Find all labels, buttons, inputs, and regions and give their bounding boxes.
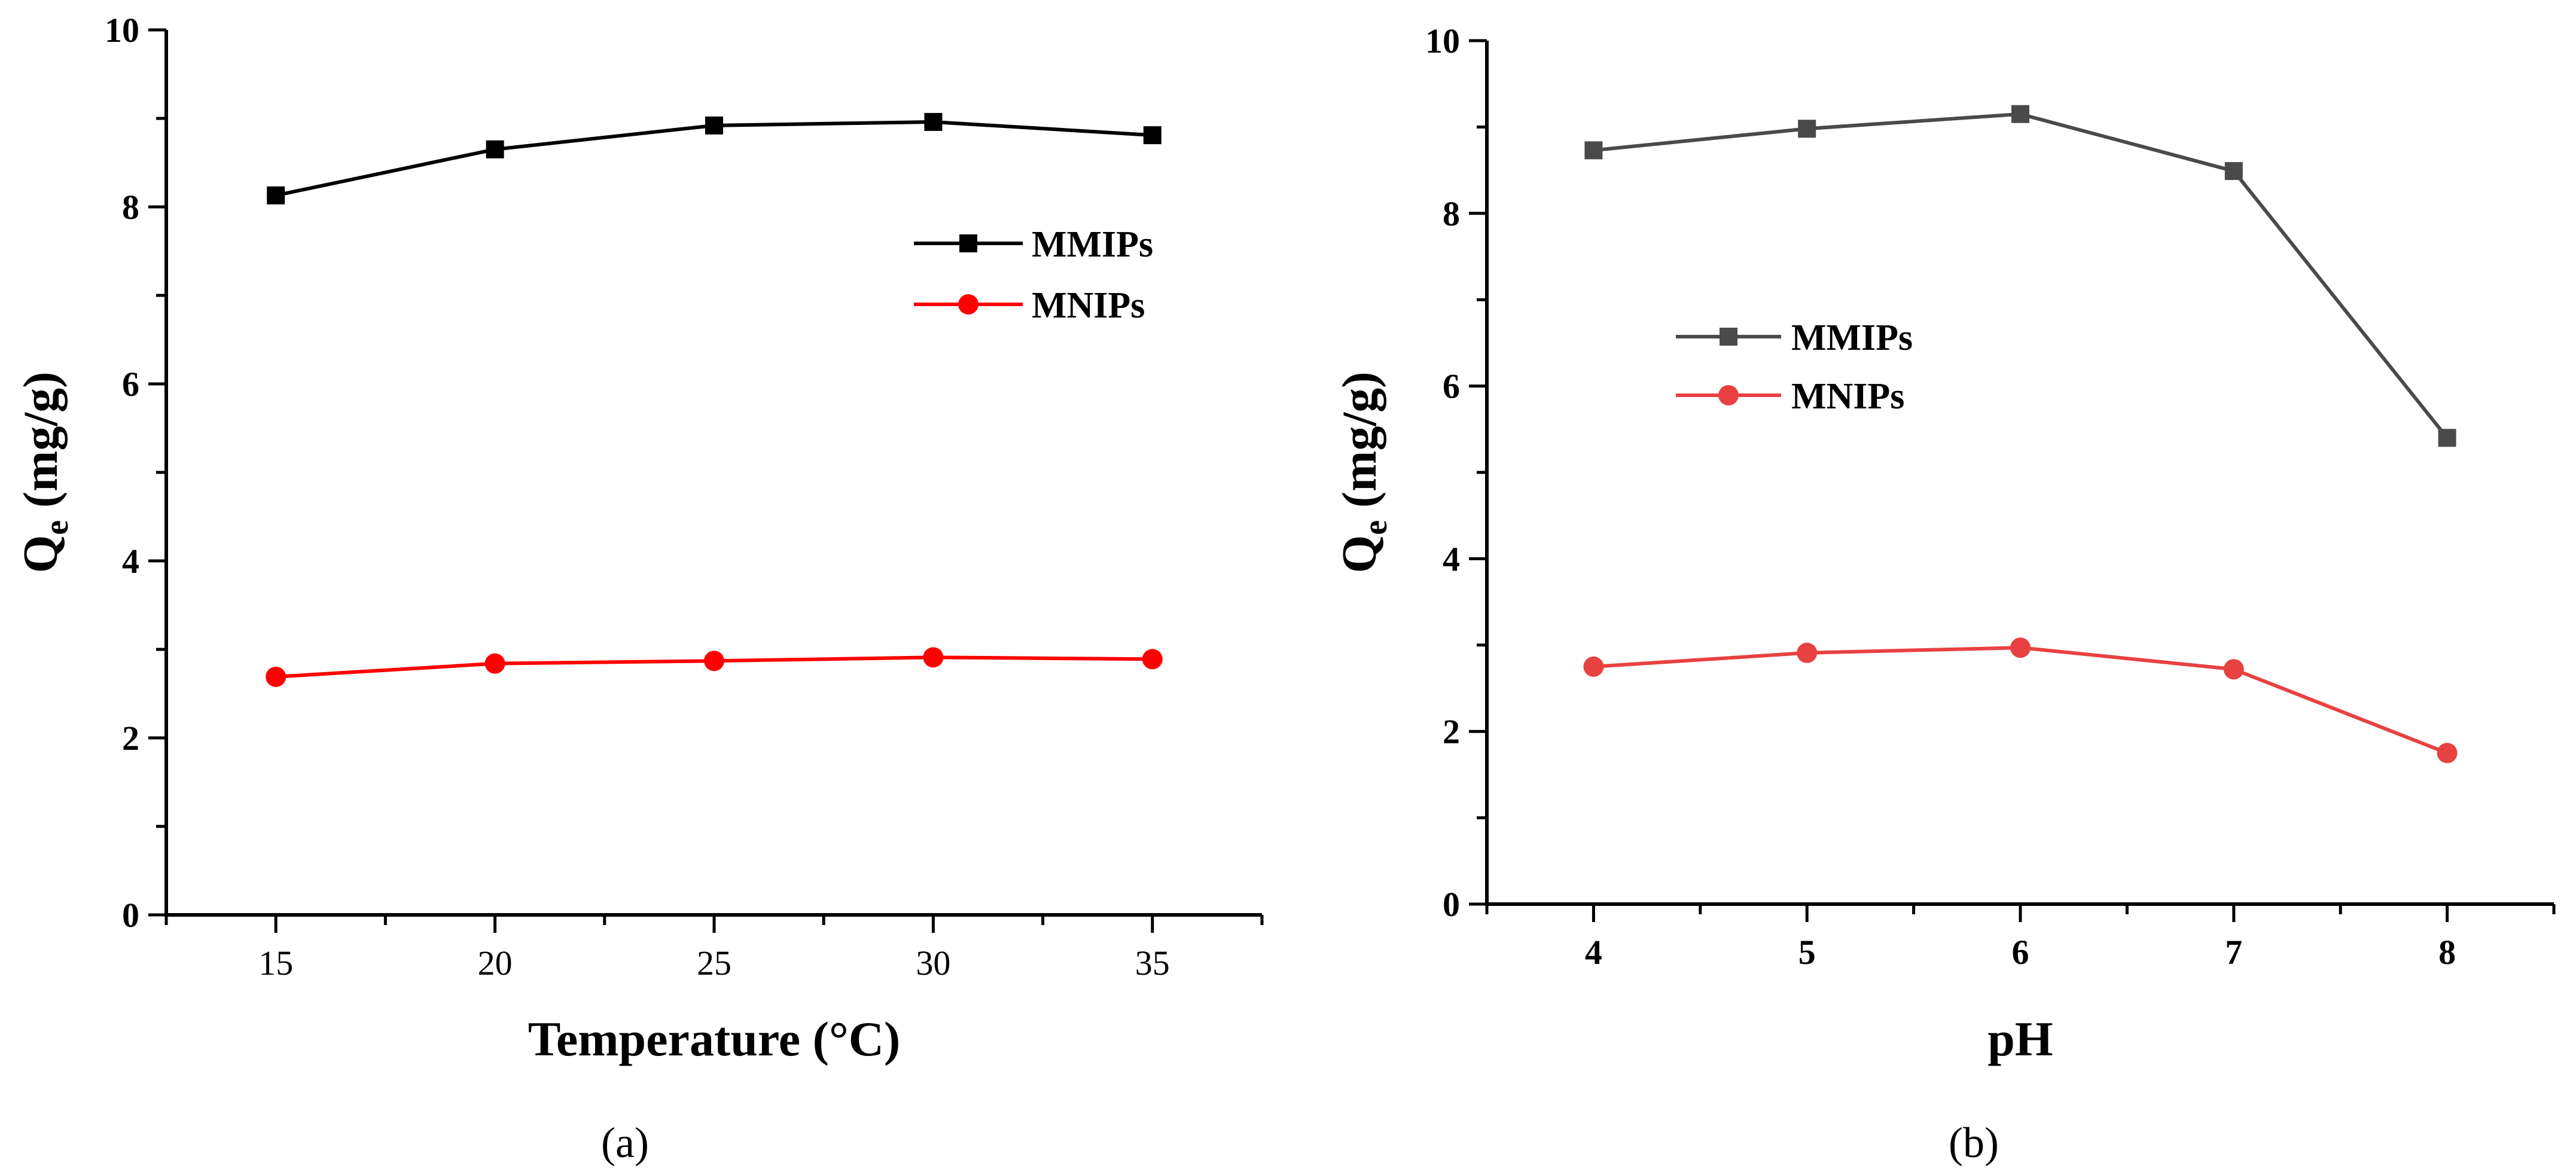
y-axis-title-subscript: e bbox=[38, 520, 75, 535]
panel-caption: (a) bbox=[601, 1119, 649, 1167]
y-tick-label: 4 bbox=[122, 542, 139, 581]
y-axis-title-subscript: e bbox=[1357, 520, 1394, 535]
y-axis-title-unit: (mg/g) bbox=[13, 372, 68, 520]
x-tick-label: 25 bbox=[697, 944, 731, 982]
legend-mnips-marker bbox=[958, 294, 978, 315]
x-tick-label: 15 bbox=[258, 944, 293, 982]
series-mnips-point bbox=[1583, 656, 1604, 677]
y-tick-label: 6 bbox=[1443, 367, 1460, 406]
series-mnips-point bbox=[266, 666, 286, 687]
y-tick-label: 4 bbox=[1443, 539, 1460, 578]
x-tick-label: 4 bbox=[1585, 933, 1602, 972]
series-mmips-point bbox=[2011, 105, 2029, 123]
series-mmips-point bbox=[1798, 120, 1816, 138]
x-tick-label: 30 bbox=[916, 944, 950, 982]
series-mmips-point bbox=[2224, 162, 2243, 181]
x-axis-title: pH bbox=[1987, 1012, 2053, 1066]
x-tick-label: 6 bbox=[2012, 933, 2029, 972]
y-tick-label: 8 bbox=[122, 188, 139, 227]
series-mmips-point bbox=[924, 112, 943, 131]
series-mmips-point bbox=[1584, 141, 1603, 160]
y-tick-label: 8 bbox=[1443, 194, 1460, 233]
y-axis-title-unit: (mg/g) bbox=[1332, 372, 1386, 520]
y-tick-label: 10 bbox=[1425, 22, 1460, 60]
panel-caption: (b) bbox=[1949, 1119, 1999, 1167]
legend-mmips-label: MMIPs bbox=[1791, 318, 1913, 358]
legend-mnips-marker bbox=[1718, 385, 1739, 405]
series-mnips-point bbox=[2223, 659, 2244, 680]
y-tick-label: 0 bbox=[122, 896, 139, 935]
x-tick-label: 8 bbox=[2438, 933, 2456, 972]
series-mmips-point bbox=[1143, 126, 1162, 145]
series-mnips-point bbox=[704, 651, 724, 672]
legend-mnips-label: MNIPs bbox=[1032, 285, 1145, 326]
legend-mnips-label: MNIPs bbox=[1791, 376, 1904, 417]
legend-mmips-marker bbox=[1720, 328, 1737, 346]
panel-b: 0 2 4 6 8 10 4 5 6 7 8 pH Qe (mg/g) MMIPs MNIPs (b) bbox=[1332, 22, 2556, 1167]
y-tick-label: 0 bbox=[1443, 885, 1460, 924]
y-axis-title: Qe (mg/g) bbox=[13, 372, 75, 573]
x-tick-label: 5 bbox=[1798, 933, 1816, 972]
series-mmips-point bbox=[2438, 429, 2456, 447]
series-mmips-point bbox=[267, 186, 285, 205]
series-mmips-point bbox=[486, 140, 504, 158]
legend-mmips-marker bbox=[959, 234, 977, 252]
y-tick-label: 2 bbox=[122, 719, 139, 758]
x-axis-title: Temperature (°C) bbox=[528, 1012, 901, 1066]
series-mnips-point bbox=[2437, 743, 2458, 764]
x-tick-label: 35 bbox=[1135, 944, 1170, 982]
panel-a: 0 2 4 6 8 10 15 20 25 30 35 Temperature (°C) Qe (mg/… bbox=[13, 11, 1264, 1167]
y-tick-label: 6 bbox=[122, 365, 139, 404]
y-tick-label: 10 bbox=[105, 11, 139, 50]
series-mnips-point bbox=[923, 647, 944, 668]
y-axis-title-main: Q bbox=[1332, 535, 1386, 573]
y-axis-title-main: Q bbox=[13, 535, 68, 573]
x-tick-label: 20 bbox=[478, 944, 513, 982]
series-mnips-line bbox=[1593, 646, 2448, 755]
series-mmips-point bbox=[705, 116, 723, 135]
y-tick-label: 2 bbox=[1443, 712, 1460, 751]
x-tick-label: 7 bbox=[2225, 933, 2242, 972]
series-mnips-point bbox=[484, 653, 505, 674]
legend-mmips-label: MMIPs bbox=[1032, 224, 1153, 265]
y-axis-title: Qe (mg/g) bbox=[1332, 372, 1394, 573]
series-mnips-point bbox=[1797, 642, 1818, 663]
series-mnips-point bbox=[1142, 649, 1163, 670]
series-mnips-point bbox=[2010, 637, 2031, 658]
